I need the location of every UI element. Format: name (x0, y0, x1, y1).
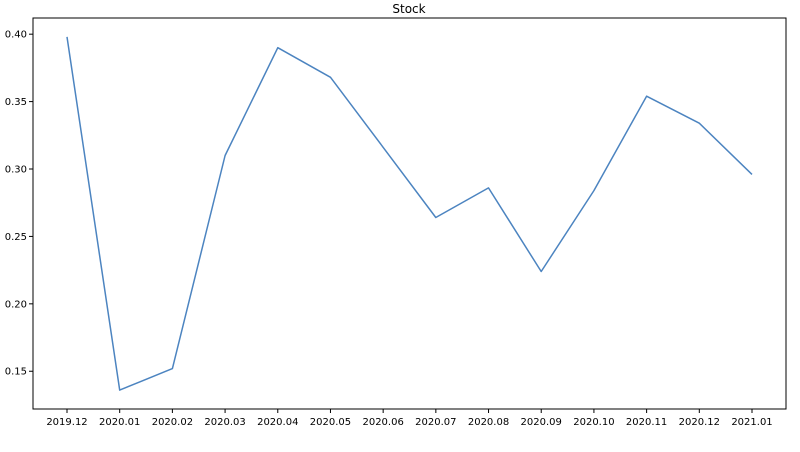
x-axis: 2019.12 2020.01 2020.02 2020.03 2020.04 2020.… (46, 409, 772, 428)
x-tick-label: 2020.08 (468, 417, 509, 428)
y-tick-label: 0.25 (5, 232, 27, 243)
x-tick-label: 2020.03 (204, 417, 245, 428)
x-tick-label: 2020.06 (362, 417, 403, 428)
x-tick-label: 2020.05 (310, 417, 351, 428)
x-tick-label: 2019.12 (46, 417, 87, 428)
series-layer (67, 37, 752, 390)
x-tick-label: 2020.11 (626, 417, 667, 428)
y-tick-label: 0.35 (5, 97, 27, 108)
x-tick-label: 2020.01 (99, 417, 140, 428)
chart-title: Stock (392, 2, 425, 16)
y-axis: 0.15 0.20 0.25 0.30 0.35 0.40 (5, 30, 33, 378)
plot-frame (33, 18, 786, 409)
y-tick-label: 0.20 (5, 299, 27, 310)
x-tick-label: 2020.02 (152, 417, 193, 428)
x-tick-label: 2020.04 (257, 417, 298, 428)
y-tick-label: 0.40 (5, 30, 27, 41)
x-tick-label: 2020.10 (573, 417, 614, 428)
y-tick-label: 0.15 (5, 367, 27, 378)
x-tick-label: 2020.09 (521, 417, 562, 428)
series-line (67, 37, 752, 390)
x-tick-label: 2020.07 (415, 417, 456, 428)
y-tick-label: 0.30 (5, 165, 27, 176)
x-tick-label: 2020.12 (679, 417, 720, 428)
x-tick-label: 2021.01 (731, 417, 772, 428)
